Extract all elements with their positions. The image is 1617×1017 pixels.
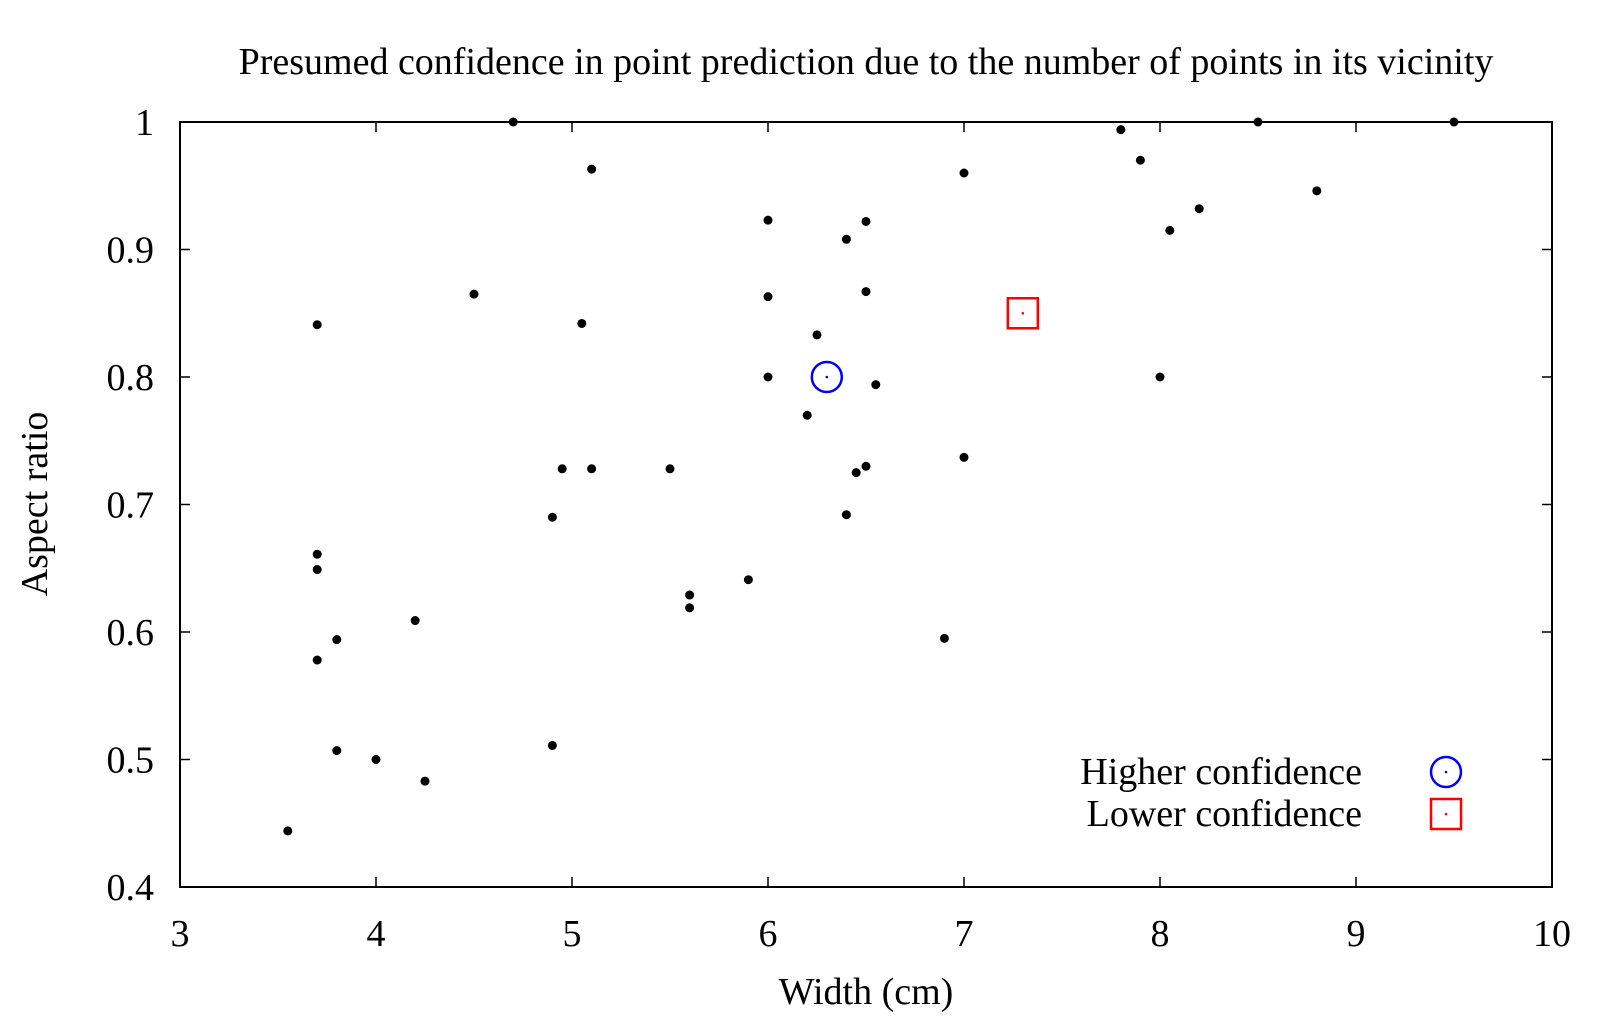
y-tick-label: 0.9	[107, 230, 155, 272]
data-point	[1155, 372, 1165, 382]
legend-label-higher-confidence: Higher confidence	[1080, 751, 1362, 793]
legend-lower-confidence-marker	[1429, 797, 1463, 831]
data-point	[420, 776, 430, 786]
legend-higher-confidence-marker-center-dot	[1444, 770, 1448, 774]
lower-confidence-marker-center-dot	[1021, 311, 1025, 315]
legend-label-lower-confidence: Lower confidence	[1087, 793, 1362, 835]
data-point	[812, 330, 822, 340]
data-point	[410, 616, 420, 626]
data-point	[332, 746, 342, 756]
y-tick-label: 0.6	[107, 612, 155, 654]
data-point	[1312, 186, 1322, 196]
higher-confidence-marker-center-dot	[825, 375, 829, 379]
data-point	[312, 565, 322, 575]
data-point	[1135, 155, 1145, 165]
data-point	[743, 575, 753, 585]
data-point	[959, 452, 969, 462]
x-axis-label: Width (cm)	[779, 971, 954, 1013]
data-point	[283, 826, 293, 836]
x-tick-label: 8	[1151, 913, 1170, 955]
data-point	[763, 372, 773, 382]
y-tick-label: 0.4	[107, 867, 155, 909]
data-point	[763, 292, 773, 302]
legend-lower-confidence-marker-center-dot	[1444, 812, 1448, 816]
y-tick-label: 0.7	[107, 485, 155, 527]
y-tick-label: 0.5	[107, 740, 155, 782]
y-tick-label: 1	[135, 102, 154, 144]
data-point	[802, 410, 812, 420]
data-point	[861, 287, 871, 297]
data-point	[939, 633, 949, 643]
chart-title: Presumed confidence in point prediction …	[239, 41, 1494, 83]
x-tick-label: 9	[1347, 913, 1366, 955]
data-point	[312, 655, 322, 665]
x-tick-label: 4	[367, 913, 386, 955]
x-tick-label: 3	[171, 913, 190, 955]
lower-confidence-marker	[1006, 297, 1040, 330]
data-point	[763, 215, 773, 225]
data-point	[371, 755, 381, 764]
data-point	[312, 320, 322, 330]
y-tick-label: 0.8	[107, 357, 155, 399]
data-point	[959, 168, 969, 178]
plot-frame	[179, 121, 1553, 888]
y-axis-label: Aspect ratio	[14, 412, 56, 597]
data-point	[577, 318, 587, 328]
data-point	[1116, 125, 1126, 135]
x-tick-label: 6	[759, 913, 778, 955]
data-point	[841, 510, 851, 520]
x-tick-label: 5	[563, 913, 582, 955]
legend-higher-confidence-marker	[1429, 755, 1463, 789]
legend: Higher confidence Lower confidence	[1080, 751, 1463, 835]
data-point	[547, 740, 557, 750]
legend-markers	[1429, 755, 1463, 831]
data-point	[547, 512, 557, 522]
data-point	[685, 590, 695, 600]
data-point	[841, 234, 851, 244]
higher-confidence-marker	[810, 360, 844, 394]
data-point	[665, 464, 675, 474]
data-point	[685, 603, 695, 613]
data-point	[557, 464, 567, 474]
data-point	[871, 380, 881, 390]
data-point	[312, 549, 322, 559]
data-point	[1194, 204, 1204, 214]
x-tick-label: 7	[955, 913, 974, 955]
data-point	[1165, 225, 1175, 235]
x-tick-label: 10	[1533, 913, 1571, 955]
data-point	[332, 635, 342, 645]
data-point	[587, 464, 597, 474]
data-point	[861, 216, 871, 226]
data-point	[469, 289, 479, 299]
data-point	[861, 461, 871, 471]
data-point	[851, 468, 861, 478]
data-point	[587, 164, 597, 174]
